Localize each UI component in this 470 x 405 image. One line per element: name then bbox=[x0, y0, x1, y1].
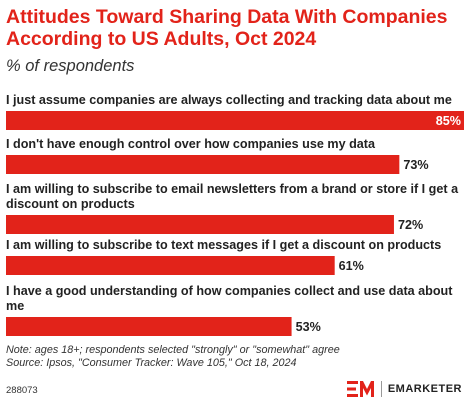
chart-footnote: Note: ages 18+; respondents selected "st… bbox=[6, 344, 340, 370]
brand-divider bbox=[380, 381, 382, 397]
bar bbox=[6, 155, 400, 174]
em-logo-icon bbox=[346, 381, 374, 397]
value-label: 72% bbox=[398, 218, 423, 232]
value-label: 73% bbox=[403, 158, 428, 172]
value-label: 85% bbox=[436, 114, 461, 128]
chart-id: 288073 bbox=[6, 385, 38, 396]
footnote-source: Source: Ipsos, "Consumer Tracker: Wave 1… bbox=[6, 357, 297, 369]
bar bbox=[6, 256, 335, 275]
bar bbox=[6, 317, 292, 336]
bar bbox=[6, 111, 464, 130]
chart-title: Attitudes Toward Sharing Data With Compa… bbox=[6, 6, 448, 50]
category-label: I don't have enough control over how com… bbox=[6, 137, 376, 151]
bar bbox=[6, 215, 394, 234]
category-label: I am willing to subscribe to text messag… bbox=[6, 238, 441, 252]
brand-mark: EMARKETER bbox=[346, 380, 462, 398]
chart-subtitle: % of respondents bbox=[6, 57, 135, 75]
brand-name: EMARKETER bbox=[387, 383, 462, 395]
category-label: I just assume companies are always colle… bbox=[6, 93, 452, 107]
category-label: me bbox=[6, 299, 24, 313]
category-label: I am willing to subscribe to email newsl… bbox=[6, 182, 459, 196]
footnote-note: Note: ages 18+; respondents selected "st… bbox=[6, 344, 340, 356]
category-label: I have a good understanding of how compa… bbox=[6, 284, 453, 298]
category-label: discount on products bbox=[6, 197, 135, 211]
value-label: 53% bbox=[296, 320, 321, 334]
value-label: 61% bbox=[339, 259, 364, 273]
